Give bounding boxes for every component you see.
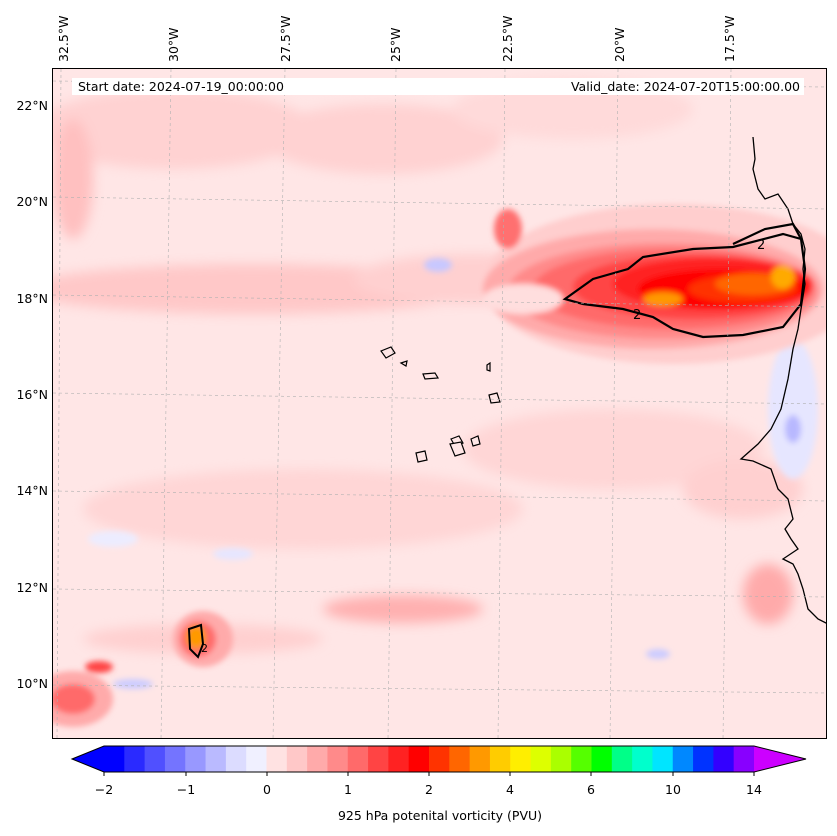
colorbar-tick-neg1: −1 <box>176 782 196 797</box>
colorbar <box>70 745 807 776</box>
colorbar-swatch <box>469 746 491 772</box>
colorbar-extend-high <box>754 746 806 772</box>
colorbar-tick-2: 2 <box>425 782 433 797</box>
colorbar-tick-0: 0 <box>263 782 271 797</box>
colorbar-swatch <box>144 746 166 772</box>
colorbar-swatch <box>205 746 227 772</box>
contour-label-north: 2 <box>757 238 765 253</box>
colorbar-swatch <box>246 746 267 772</box>
colorbar-swatch <box>347 746 369 772</box>
pv-contour-2pvu-sw <box>187 623 205 659</box>
colorbar-swatch <box>225 746 247 772</box>
colorbar-swatch <box>510 746 532 772</box>
start-date-label: Start date: 2024-07-19_00:00:00 <box>78 79 284 94</box>
lon-label-20W: 20°W <box>612 27 627 62</box>
lon-label-22.5W: 22.5°W <box>500 15 515 62</box>
colorbar-swatch <box>185 746 207 772</box>
lon-label-25W: 25°W <box>388 27 403 62</box>
colorbar-swatch <box>571 746 592 772</box>
pv-contour-2pvu <box>562 232 807 339</box>
colorbar-swatch <box>672 746 694 772</box>
colorbar-swatch <box>632 746 653 772</box>
colorbar-tick-1: 1 <box>344 782 352 797</box>
colorbar-tick-14: 14 <box>746 782 762 797</box>
colorbar-swatch <box>104 746 125 772</box>
lat-label-12N: 12°N <box>16 580 48 595</box>
colorbar-swatch <box>693 746 714 772</box>
colorbar-swatch <box>591 746 613 772</box>
colorbar-swatch <box>733 746 755 772</box>
lat-label-14N: 14°N <box>16 483 48 498</box>
colorbar-swatch <box>713 746 735 772</box>
lat-label-16N: 16°N <box>16 387 48 402</box>
colorbar-swatch <box>388 746 410 772</box>
colorbar-tick-neg2: −2 <box>94 782 114 797</box>
colorbar-swatch <box>124 746 146 772</box>
pv-contour-2pvu-north <box>732 222 802 245</box>
lon-label-27.5W: 27.5°W <box>278 15 293 62</box>
colorbar-swatch <box>530 746 552 772</box>
contour-label-south: 2 <box>633 308 641 323</box>
lon-label-17.5W: 17.5°W <box>722 15 737 62</box>
coastline <box>739 136 826 624</box>
gridlines <box>53 69 826 738</box>
colorbar-tick-6: 6 <box>587 782 595 797</box>
date-banner: Start date: 2024-07-19_00:00:00 Valid_da… <box>72 78 804 95</box>
colorbar-swatch <box>429 746 450 772</box>
lat-label-18N: 18°N <box>16 291 48 306</box>
colorbar-swatch <box>164 746 186 772</box>
colorbar-tick-10: 10 <box>665 782 681 797</box>
colorbar-swatch <box>327 746 349 772</box>
colorbar-swatch <box>611 746 633 772</box>
colorbar-swatch <box>266 746 288 772</box>
colorbar-swatch <box>489 746 511 772</box>
colorbar-swatch <box>550 746 572 772</box>
pv-field-map: 2 2 2 <box>53 69 826 738</box>
lat-label-22N: 22°N <box>16 98 48 113</box>
colorbar-swatch <box>286 746 308 772</box>
cape-verde-islands <box>380 346 501 463</box>
lat-label-10N: 10°N <box>16 676 48 691</box>
pv-negative-patches <box>88 258 818 689</box>
colorbar-label: 925 hPa potenital vorticity (PVU) <box>337 808 543 823</box>
valid-date-label: Valid_date: 2024-07-20T15:00:00.00 <box>570 79 800 94</box>
colorbar-extend-low <box>72 746 104 772</box>
colorbar-swatch <box>652 746 674 772</box>
colorbar-swatch <box>449 746 471 772</box>
colorbar-swatch <box>408 746 430 772</box>
colorbar-swatch <box>368 746 389 772</box>
contour-label-sw: 2 <box>201 642 208 655</box>
map-panel: 2 2 2 <box>52 68 827 739</box>
lon-label-32.5W: 32.5°W <box>56 15 71 62</box>
lat-label-20N: 20°N <box>16 194 48 209</box>
colorbar-tick-4: 4 <box>506 782 514 797</box>
colorbar-swatch <box>307 746 328 772</box>
lon-label-30W: 30°W <box>166 27 181 62</box>
